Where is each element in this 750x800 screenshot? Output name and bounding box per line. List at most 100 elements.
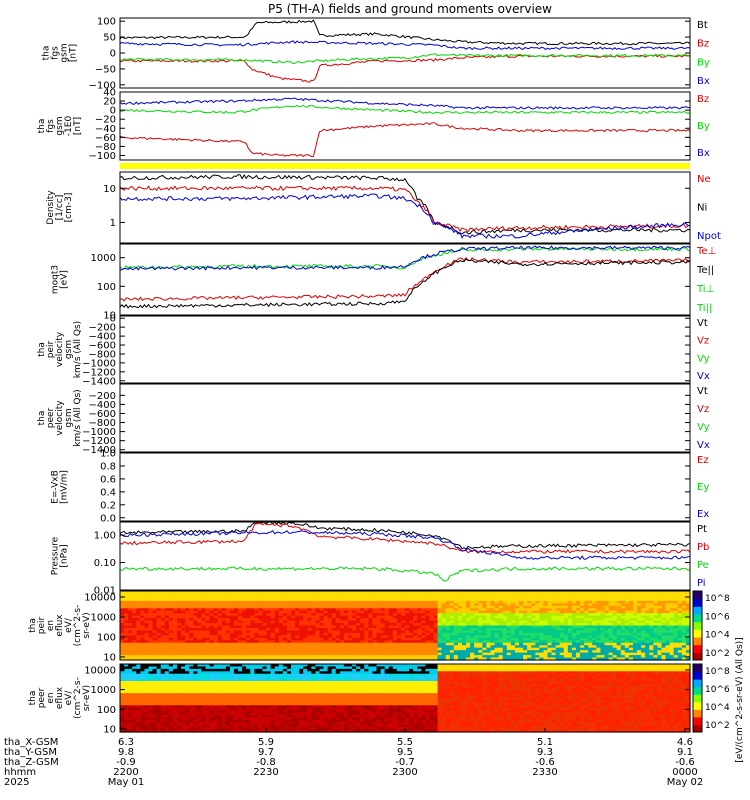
heat-cell	[514, 623, 520, 627]
heat-cell	[164, 719, 170, 723]
heat-cell	[128, 695, 133, 699]
heat-cell	[604, 642, 610, 646]
heat-cell	[164, 671, 170, 675]
heat-cell	[494, 605, 500, 609]
heat-cell	[209, 598, 215, 602]
heat-cell	[555, 623, 561, 627]
heat-cell	[246, 630, 251, 634]
heat-cell	[278, 593, 284, 597]
heat-cell	[209, 705, 215, 709]
heat-cell	[160, 717, 166, 721]
heat-cell	[152, 591, 158, 595]
heat-cell	[352, 613, 357, 617]
heat-cell	[221, 668, 227, 672]
heat-cell	[681, 598, 687, 602]
heat-cell	[669, 591, 675, 595]
heat-cell	[539, 657, 545, 661]
heat-cell	[124, 666, 129, 670]
heat-cell	[413, 645, 418, 649]
series-line-by	[119, 53, 691, 65]
heat-cell	[177, 676, 182, 680]
heat-cell	[286, 620, 292, 624]
y-axis-label: tha peer velocity gsm km/s (All Qs)	[37, 389, 83, 446]
heat-cell	[213, 676, 219, 680]
heat-cell	[576, 610, 581, 614]
heat-cell	[282, 615, 288, 619]
heat-cell	[278, 595, 284, 599]
heat-cell	[221, 642, 227, 646]
heat-cell	[262, 605, 268, 609]
heat-cell	[478, 595, 483, 599]
heat-cell	[160, 712, 166, 716]
heat-cell	[193, 688, 198, 692]
heat-cell	[327, 591, 333, 595]
heat-cell	[120, 712, 125, 716]
heat-cell	[209, 688, 215, 692]
heat-cell	[254, 620, 260, 624]
heat-cell	[396, 610, 402, 614]
heat-cell	[197, 671, 203, 675]
heat-cell	[685, 640, 691, 644]
heat-cell	[490, 632, 496, 636]
heat-cell	[128, 620, 133, 624]
heat-cell	[168, 605, 174, 609]
heat-cell	[555, 635, 561, 639]
heat-cell	[221, 666, 227, 670]
heat-cell	[661, 618, 667, 622]
heat-cell	[661, 650, 667, 654]
heat-cell	[482, 640, 488, 644]
heat-cell	[234, 690, 239, 694]
heat-cell	[510, 610, 516, 614]
heat-cell	[295, 625, 300, 629]
heat-cell	[160, 615, 166, 619]
heat-cell	[429, 593, 435, 597]
heat-cell	[490, 640, 496, 644]
heat-cell	[580, 630, 585, 634]
heat-cell	[120, 666, 125, 670]
heat-cell	[295, 623, 300, 627]
heat-cell	[486, 627, 492, 632]
heat-cell	[555, 593, 561, 597]
heat-cell	[193, 637, 198, 641]
heat-cell	[490, 657, 496, 661]
heat-cell	[519, 657, 524, 661]
heat-cell	[140, 719, 146, 723]
heat-cell	[160, 707, 166, 711]
heat-cell	[584, 593, 589, 597]
heat-cell	[388, 613, 394, 617]
heat-cell	[311, 645, 317, 649]
heat-cell	[229, 593, 235, 597]
heat-cell	[168, 591, 174, 595]
heat-cell	[335, 600, 341, 604]
heat-cell	[437, 623, 443, 627]
heat-cell	[335, 642, 341, 646]
heat-cell	[238, 655, 243, 659]
heat-cell	[124, 664, 129, 668]
heat-cell	[457, 647, 463, 651]
heat-cell	[400, 613, 406, 617]
heat-cell	[608, 642, 614, 646]
heat-cell	[213, 623, 219, 627]
y-tick-label: −1200	[82, 436, 116, 447]
heat-cell	[466, 632, 471, 636]
heat-cell	[466, 593, 471, 597]
heat-cell	[128, 652, 133, 656]
heat-cell	[189, 657, 194, 661]
heat-cell	[612, 615, 618, 619]
heat-cell	[303, 598, 308, 602]
heat-cell	[270, 623, 276, 627]
y-tick-label: 10	[103, 184, 116, 195]
heat-cell	[156, 702, 162, 706]
heat-cell	[164, 600, 170, 604]
heat-cell	[286, 640, 292, 644]
heat-cell	[608, 650, 614, 654]
heat-cell	[413, 610, 418, 614]
heat-cell	[413, 642, 418, 646]
heat-cell	[681, 627, 687, 632]
heat-cell	[339, 608, 345, 612]
heat-cell	[246, 618, 251, 622]
heat-cell	[392, 593, 398, 597]
heat-cell	[307, 625, 312, 629]
heat-cell	[498, 630, 504, 634]
heat-cell	[523, 645, 528, 649]
